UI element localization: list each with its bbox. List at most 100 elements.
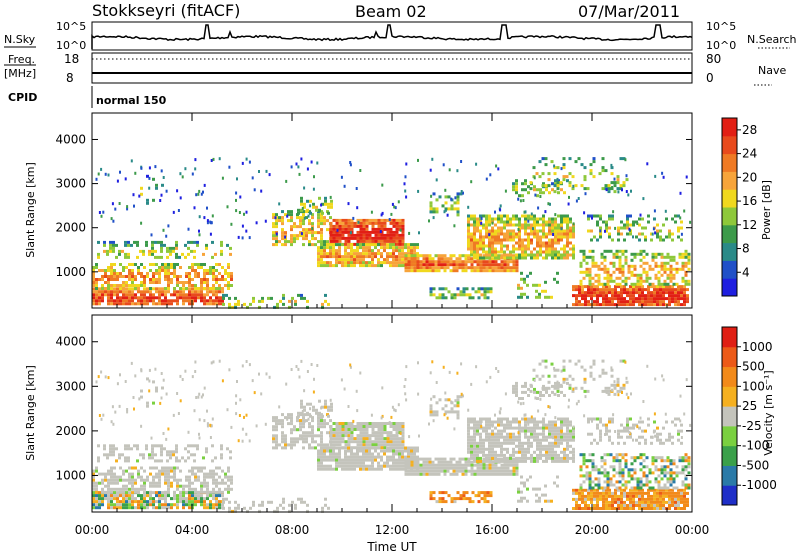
power-cell [194,290,197,294]
power-cell [571,187,575,191]
power-cell [401,261,404,265]
power-cell [231,305,234,309]
velocity-cell [350,440,354,444]
power-cell [143,287,146,291]
power-cell [541,289,544,293]
velocity-cell [386,422,390,425]
velocity-cell [356,434,360,438]
power-cell [437,266,441,270]
power-cell [512,266,516,270]
power-cell [553,190,557,194]
power-cell [329,246,332,250]
velocity-cell [320,458,323,462]
velocity-cell [506,423,509,427]
power-cell [116,179,119,183]
power-cell [227,281,230,284]
velocity-heatmap-cells [92,359,692,513]
power-cell [524,229,527,233]
power-cell [152,296,155,300]
power-cell [203,278,206,281]
power-cell [391,202,394,206]
velocity-cell [538,496,541,500]
power-cell [152,287,155,291]
power-cell [102,210,105,214]
cpid-label: CPID [8,91,37,104]
power-cell [158,278,161,281]
velocity-cell [125,478,128,482]
power-cell [672,255,676,259]
power-cell [494,217,497,221]
velocity-cell [470,456,473,460]
power-cell [578,300,581,304]
power-cell [197,296,200,300]
velocity-cell [161,506,164,510]
power-cell [175,240,178,244]
power-cell [124,243,127,247]
power-cell [172,210,175,214]
power-cell [428,257,432,261]
velocity-cell [488,438,491,442]
velocity-cell [190,453,193,457]
velocity-cell [107,503,110,507]
power-cell [404,269,408,273]
velocity-cell [173,472,176,476]
power-cell [235,209,238,213]
velocity-cell [392,443,396,447]
velocity-cell [371,455,374,459]
power-cell [441,296,445,300]
velocity-cell [437,466,441,470]
power-cell [344,230,348,234]
power-cell [344,218,348,222]
velocity-cell [187,444,190,448]
velocity-cell [506,447,509,451]
power-cell [98,211,101,214]
power-cell [517,286,520,290]
power-cell [621,267,625,271]
velocity-cell [215,466,218,470]
velocity-cell [476,426,479,430]
power-cell [329,236,333,240]
power-cell [549,202,551,206]
power-cell [497,238,500,242]
velocity-cell [593,494,596,498]
velocity-cell [309,414,312,418]
velocity-cell [194,475,197,479]
power-cell [684,279,688,283]
power-cell [365,255,368,259]
power-cell [140,281,143,284]
power-cell [131,287,134,291]
velocity-cell [536,390,539,394]
power-cell [584,297,587,301]
power-cell [503,253,506,257]
velocity-cell [206,481,209,485]
velocity-cell [326,422,329,426]
velocity-cell [149,494,152,498]
power-cell [650,294,653,298]
velocity-cell [173,466,176,470]
power-cell [626,226,629,230]
power-cell [365,218,369,222]
velocity-cell [97,444,100,448]
power-cell [154,240,157,244]
velocity-cell [359,440,363,444]
power-cell [467,238,470,242]
velocity-cell [551,447,554,451]
power-cell [162,228,165,232]
velocity-cell [401,467,404,471]
velocity-cell [188,481,191,485]
power-cell [629,294,632,298]
power-cell [155,281,158,284]
power-cell [140,302,143,306]
power-cell [284,235,287,239]
velocity-cell [320,464,323,468]
velocity-cell [302,440,305,444]
velocity-cell [441,407,445,411]
power-cell [98,296,101,300]
power-cell [625,174,628,178]
velocity-cell [521,384,524,388]
power-cell [188,278,191,281]
power-cell [506,220,509,224]
power-cell [593,235,596,239]
power-cell [95,293,98,297]
velocity-cell [491,469,495,473]
